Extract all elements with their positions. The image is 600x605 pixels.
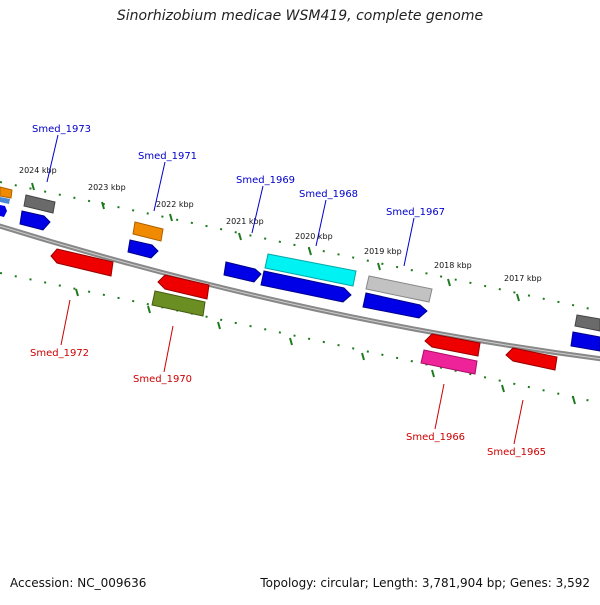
major-tick	[217, 321, 221, 330]
kbp-label: 2021 kbp	[226, 217, 264, 226]
leader-line	[46, 134, 59, 183]
major-tick	[572, 396, 576, 405]
major-tick	[447, 278, 451, 287]
gene-labels-top: Smed_1973 Smed_1971 Smed_1969 Smed_1968 …	[32, 124, 445, 218]
gene-arrow-blue[interactable]	[362, 292, 428, 319]
topology-text: Topology: circular; Length: 3,781,904 bp…	[260, 576, 590, 590]
gene-label[interactable]: Smed_1971	[138, 151, 197, 162]
gene-arrow-blue[interactable]	[223, 261, 262, 283]
major-tick	[501, 384, 505, 393]
major-tick	[101, 201, 105, 210]
bottom-major-ticks	[75, 288, 576, 405]
gene-arrow-red[interactable]	[50, 248, 114, 277]
gene-feature-gray[interactable]	[23, 194, 56, 214]
gene-feature-magenta[interactable]	[420, 349, 478, 375]
gene-label[interactable]: Smed_1967	[386, 207, 445, 218]
map-title: Sinorhizobium medicae WSM419, complete g…	[116, 8, 484, 24]
major-tick	[238, 232, 242, 241]
gene-label[interactable]: Smed_1972	[30, 348, 89, 359]
leader-line	[403, 217, 415, 267]
kbp-label: 2017 kbp	[504, 274, 542, 283]
kbp-labels: 2024 kbp 2023 kbp 2022 kbp 2021 kbp 2020…	[19, 166, 542, 283]
gene-label[interactable]: Smed_1973	[32, 124, 91, 135]
bottom-scale-track	[0, 272, 600, 404]
gene-arrow-red[interactable]	[157, 274, 210, 300]
gene-feature-lightblue[interactable]	[0, 197, 10, 204]
top-major-ticks	[31, 182, 520, 302]
gene-label[interactable]: Smed_1965	[487, 447, 546, 458]
leader-line	[513, 399, 524, 445]
gene-arrow-blue[interactable]	[260, 270, 352, 303]
upper-strand-features	[0, 186, 600, 352]
gene-arrow-blue[interactable]	[19, 210, 51, 231]
gene-arrow-red[interactable]	[505, 347, 558, 371]
gene-arrow-red[interactable]	[424, 333, 481, 357]
kbp-label: 2024 kbp	[19, 166, 57, 175]
major-tick	[75, 288, 79, 297]
major-tick	[431, 369, 435, 378]
major-tick	[308, 247, 312, 256]
gene-label[interactable]: Smed_1966	[406, 432, 465, 443]
kbp-label: 2018 kbp	[434, 261, 472, 270]
major-tick	[361, 352, 365, 361]
gene-arrow-blue[interactable]	[570, 331, 600, 352]
gene-arrow-blue[interactable]	[127, 239, 159, 259]
gene-label[interactable]: Smed_1968	[299, 189, 358, 200]
leader-line	[315, 199, 327, 247]
gene-label[interactable]: Smed_1969	[236, 175, 295, 186]
kbp-label: 2022 kbp	[156, 200, 194, 209]
backbone-highlight	[0, 225, 600, 360]
accession-text: Accession: NC_009636	[10, 576, 147, 590]
major-tick	[516, 293, 520, 302]
gene-feature-orange[interactable]	[0, 186, 13, 199]
gene-feature-lightgray[interactable]	[365, 275, 433, 303]
leader-line	[163, 325, 174, 373]
gene-arrow-blue[interactable]	[0, 205, 7, 217]
major-tick	[31, 182, 35, 191]
gene-feature-cyan[interactable]	[264, 253, 357, 287]
label-leader-lines	[46, 134, 524, 445]
gene-label[interactable]: Smed_1970	[133, 374, 192, 385]
gene-feature-orange[interactable]	[132, 221, 164, 242]
kbp-label: 2019 kbp	[364, 247, 402, 256]
leader-line	[251, 185, 264, 234]
gene-labels-bottom: Smed_1972 Smed_1970 Smed_1966 Smed_1965	[30, 348, 546, 458]
major-tick	[377, 262, 381, 271]
leader-line	[153, 161, 166, 212]
leader-line	[434, 383, 445, 430]
major-tick	[289, 337, 293, 346]
gene-feature-gray[interactable]	[574, 314, 600, 332]
kbp-label: 2020 kbp	[295, 232, 333, 241]
kbp-label: 2023 kbp	[88, 183, 126, 192]
major-tick	[147, 305, 151, 314]
major-tick	[169, 213, 173, 222]
lower-strand-features	[50, 248, 558, 375]
gene-feature-olive[interactable]	[151, 290, 206, 317]
leader-line	[60, 299, 71, 346]
